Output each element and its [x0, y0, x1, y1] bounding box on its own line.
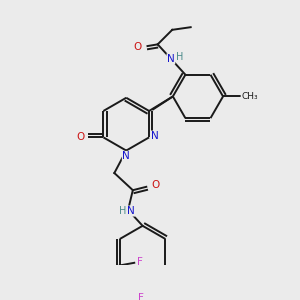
Text: N: N [122, 152, 130, 161]
Text: H: H [118, 206, 126, 216]
Text: H: H [176, 52, 183, 62]
Text: N: N [151, 131, 158, 141]
Text: F: F [138, 292, 144, 300]
Text: F: F [136, 257, 142, 267]
Text: N: N [167, 54, 175, 64]
Text: CH₃: CH₃ [241, 92, 258, 101]
Text: O: O [76, 132, 84, 142]
Text: N: N [128, 206, 135, 216]
Text: O: O [152, 180, 160, 190]
Text: O: O [134, 42, 142, 52]
